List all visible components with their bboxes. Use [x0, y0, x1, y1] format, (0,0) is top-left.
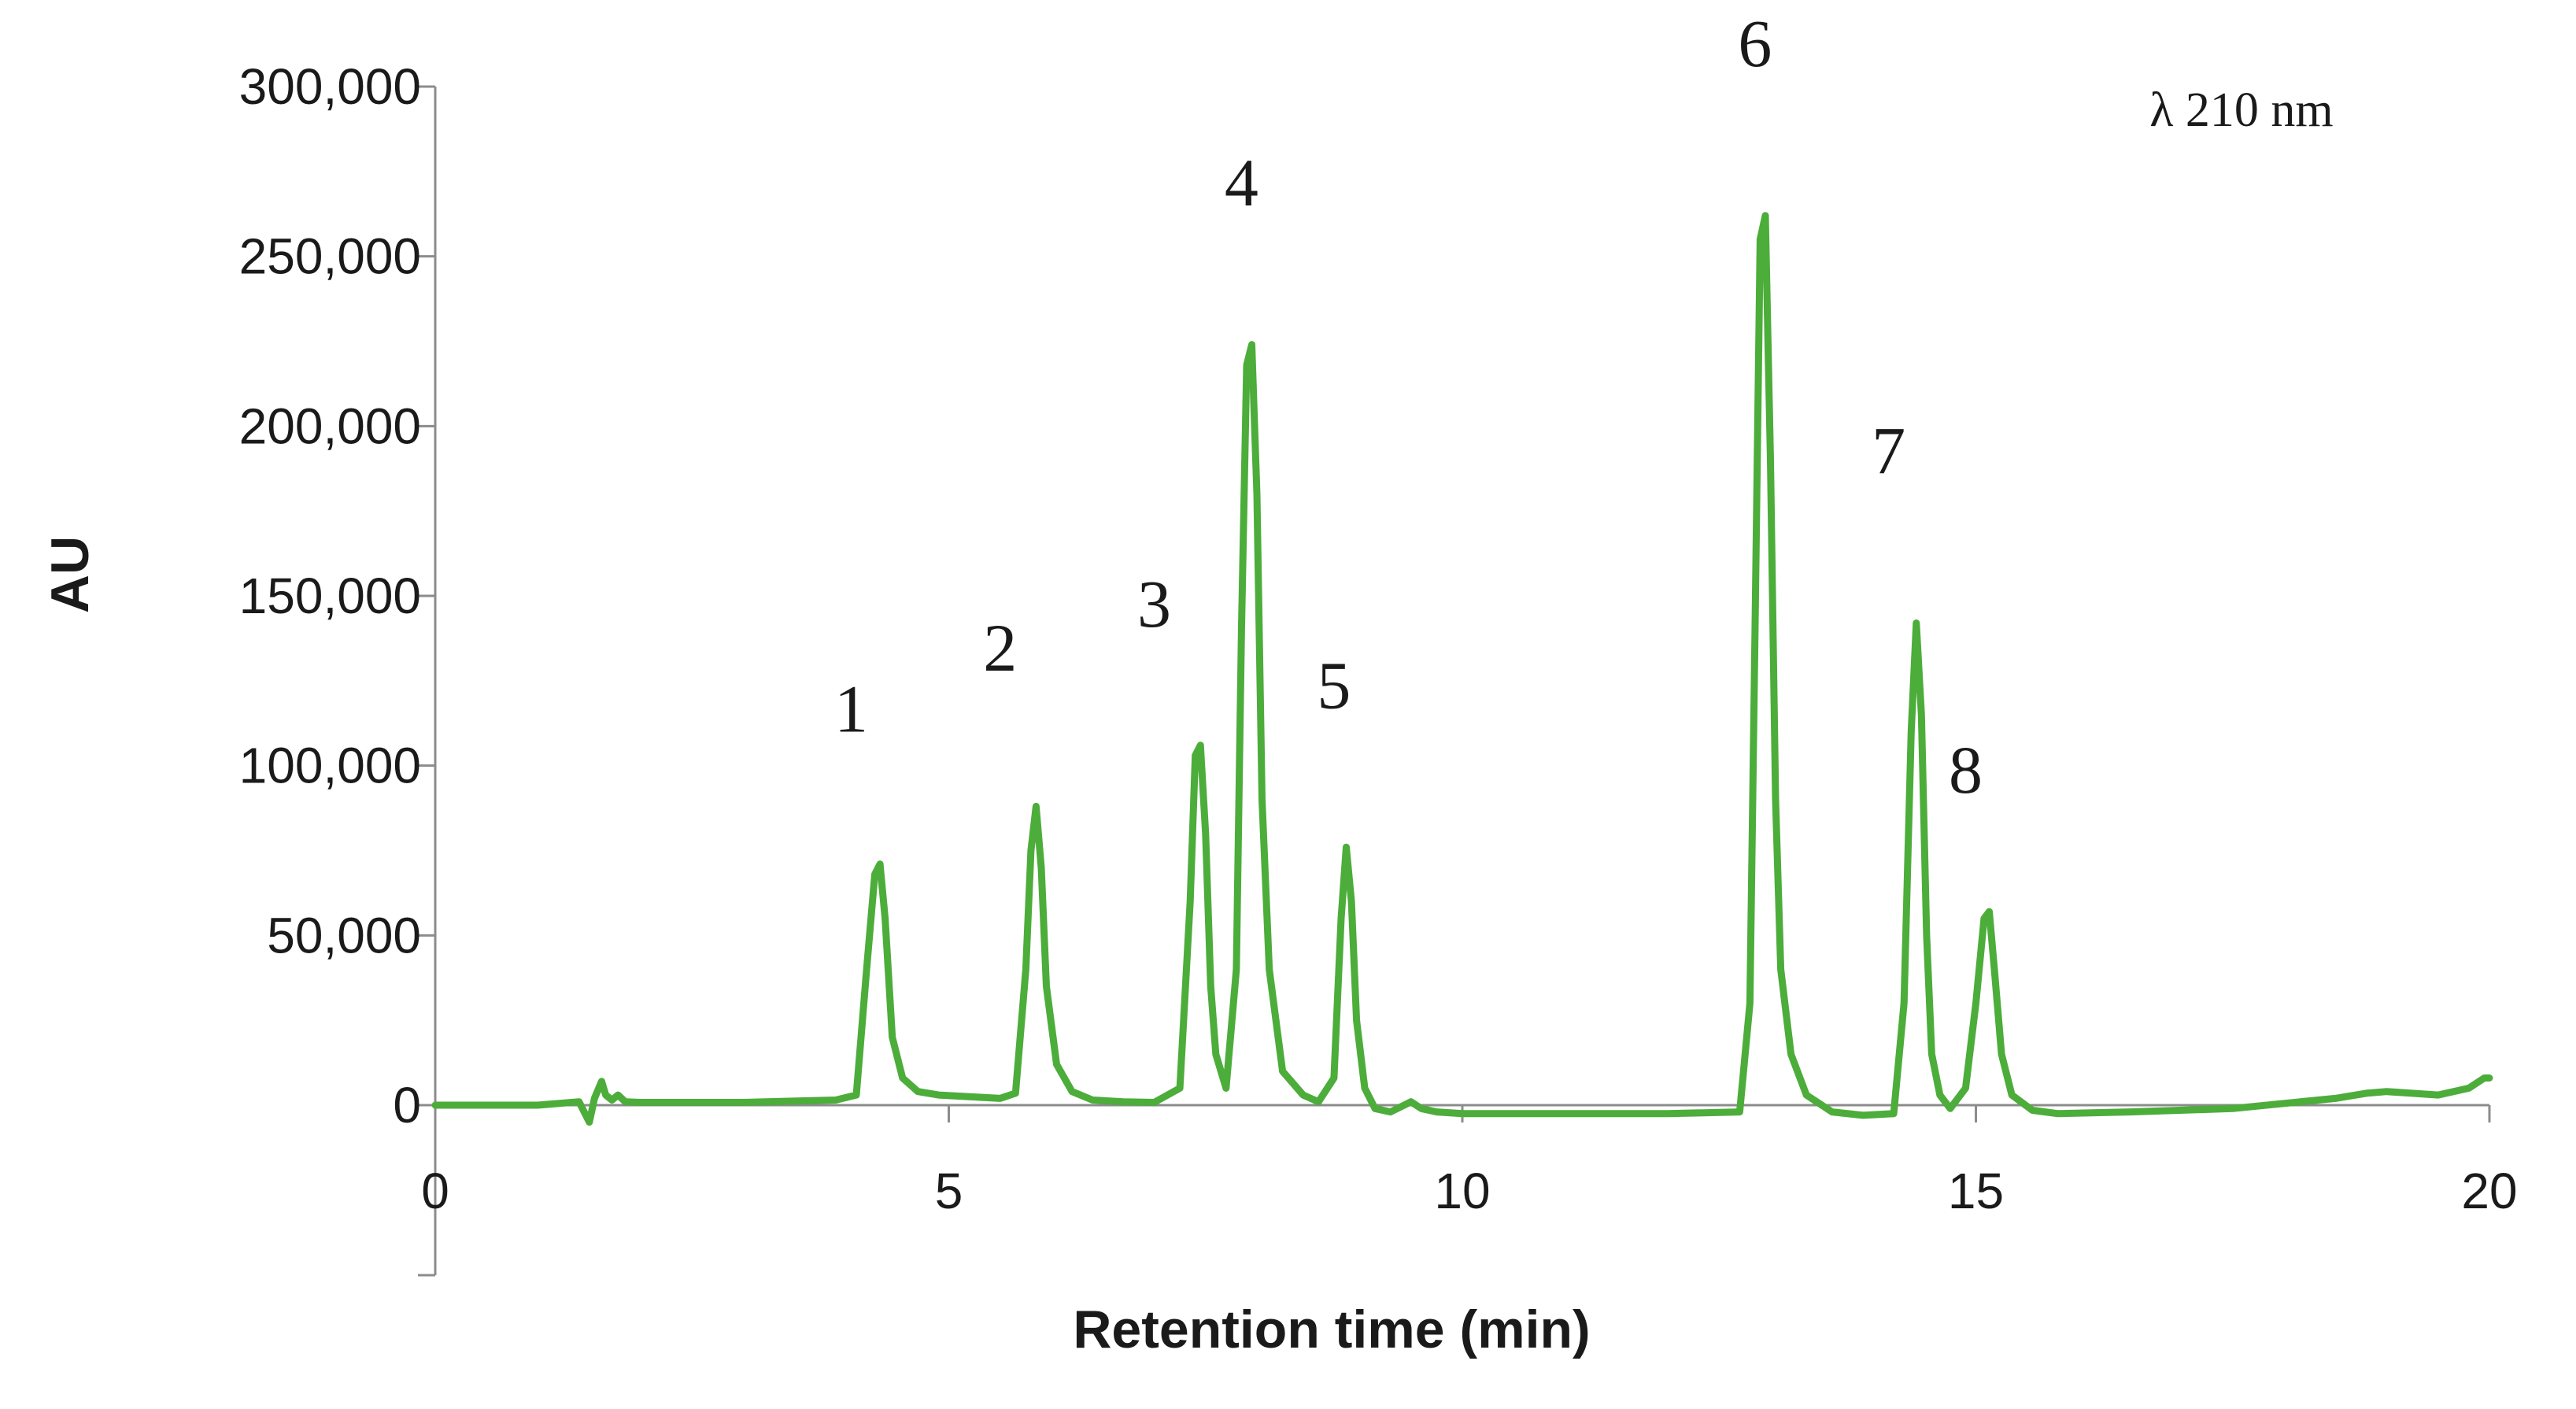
peak-label: 3 [1137, 566, 1171, 642]
peak-label: 4 [1225, 145, 1258, 220]
x-tick-label: 15 [1948, 1163, 2004, 1219]
x-tick-label: 10 [1434, 1163, 1490, 1219]
peak-label: 6 [1738, 6, 1772, 81]
peak-label: 2 [983, 610, 1017, 686]
chart-series [431, 212, 2493, 1126]
y-tick-label: 100,000 [239, 738, 421, 794]
y-tick-label: 0 [393, 1077, 421, 1133]
chromatogram-line [431, 212, 2493, 1126]
y-tick-label: 50,000 [267, 907, 421, 963]
peak-label: 7 [1872, 413, 1905, 489]
x-tick-label: 5 [935, 1163, 963, 1219]
y-tick-label: 150,000 [239, 568, 421, 624]
x-axis-title: Retention time (min) [1073, 1300, 1590, 1359]
wavelength-annotation: λ 210 nm [2149, 83, 2333, 137]
y-tick-label: 300,000 [239, 58, 421, 115]
x-tick-label: 20 [2461, 1163, 2517, 1219]
y-tick-label: 250,000 [239, 228, 421, 285]
y-tick-label: 200,000 [239, 398, 421, 454]
x-tick-label: 0 [421, 1163, 449, 1219]
peak-label: 8 [1949, 732, 1983, 808]
chart-axes: 0 50,000 100,000 150,000 200,000 250,000 300,0… [239, 58, 2518, 1277]
peak-labels: 1 2 3 4 5 6 7 8 [834, 6, 1983, 808]
y-axis-title: AU [40, 536, 100, 613]
peak-label: 1 [834, 671, 868, 747]
peak-label: 5 [1317, 647, 1351, 723]
